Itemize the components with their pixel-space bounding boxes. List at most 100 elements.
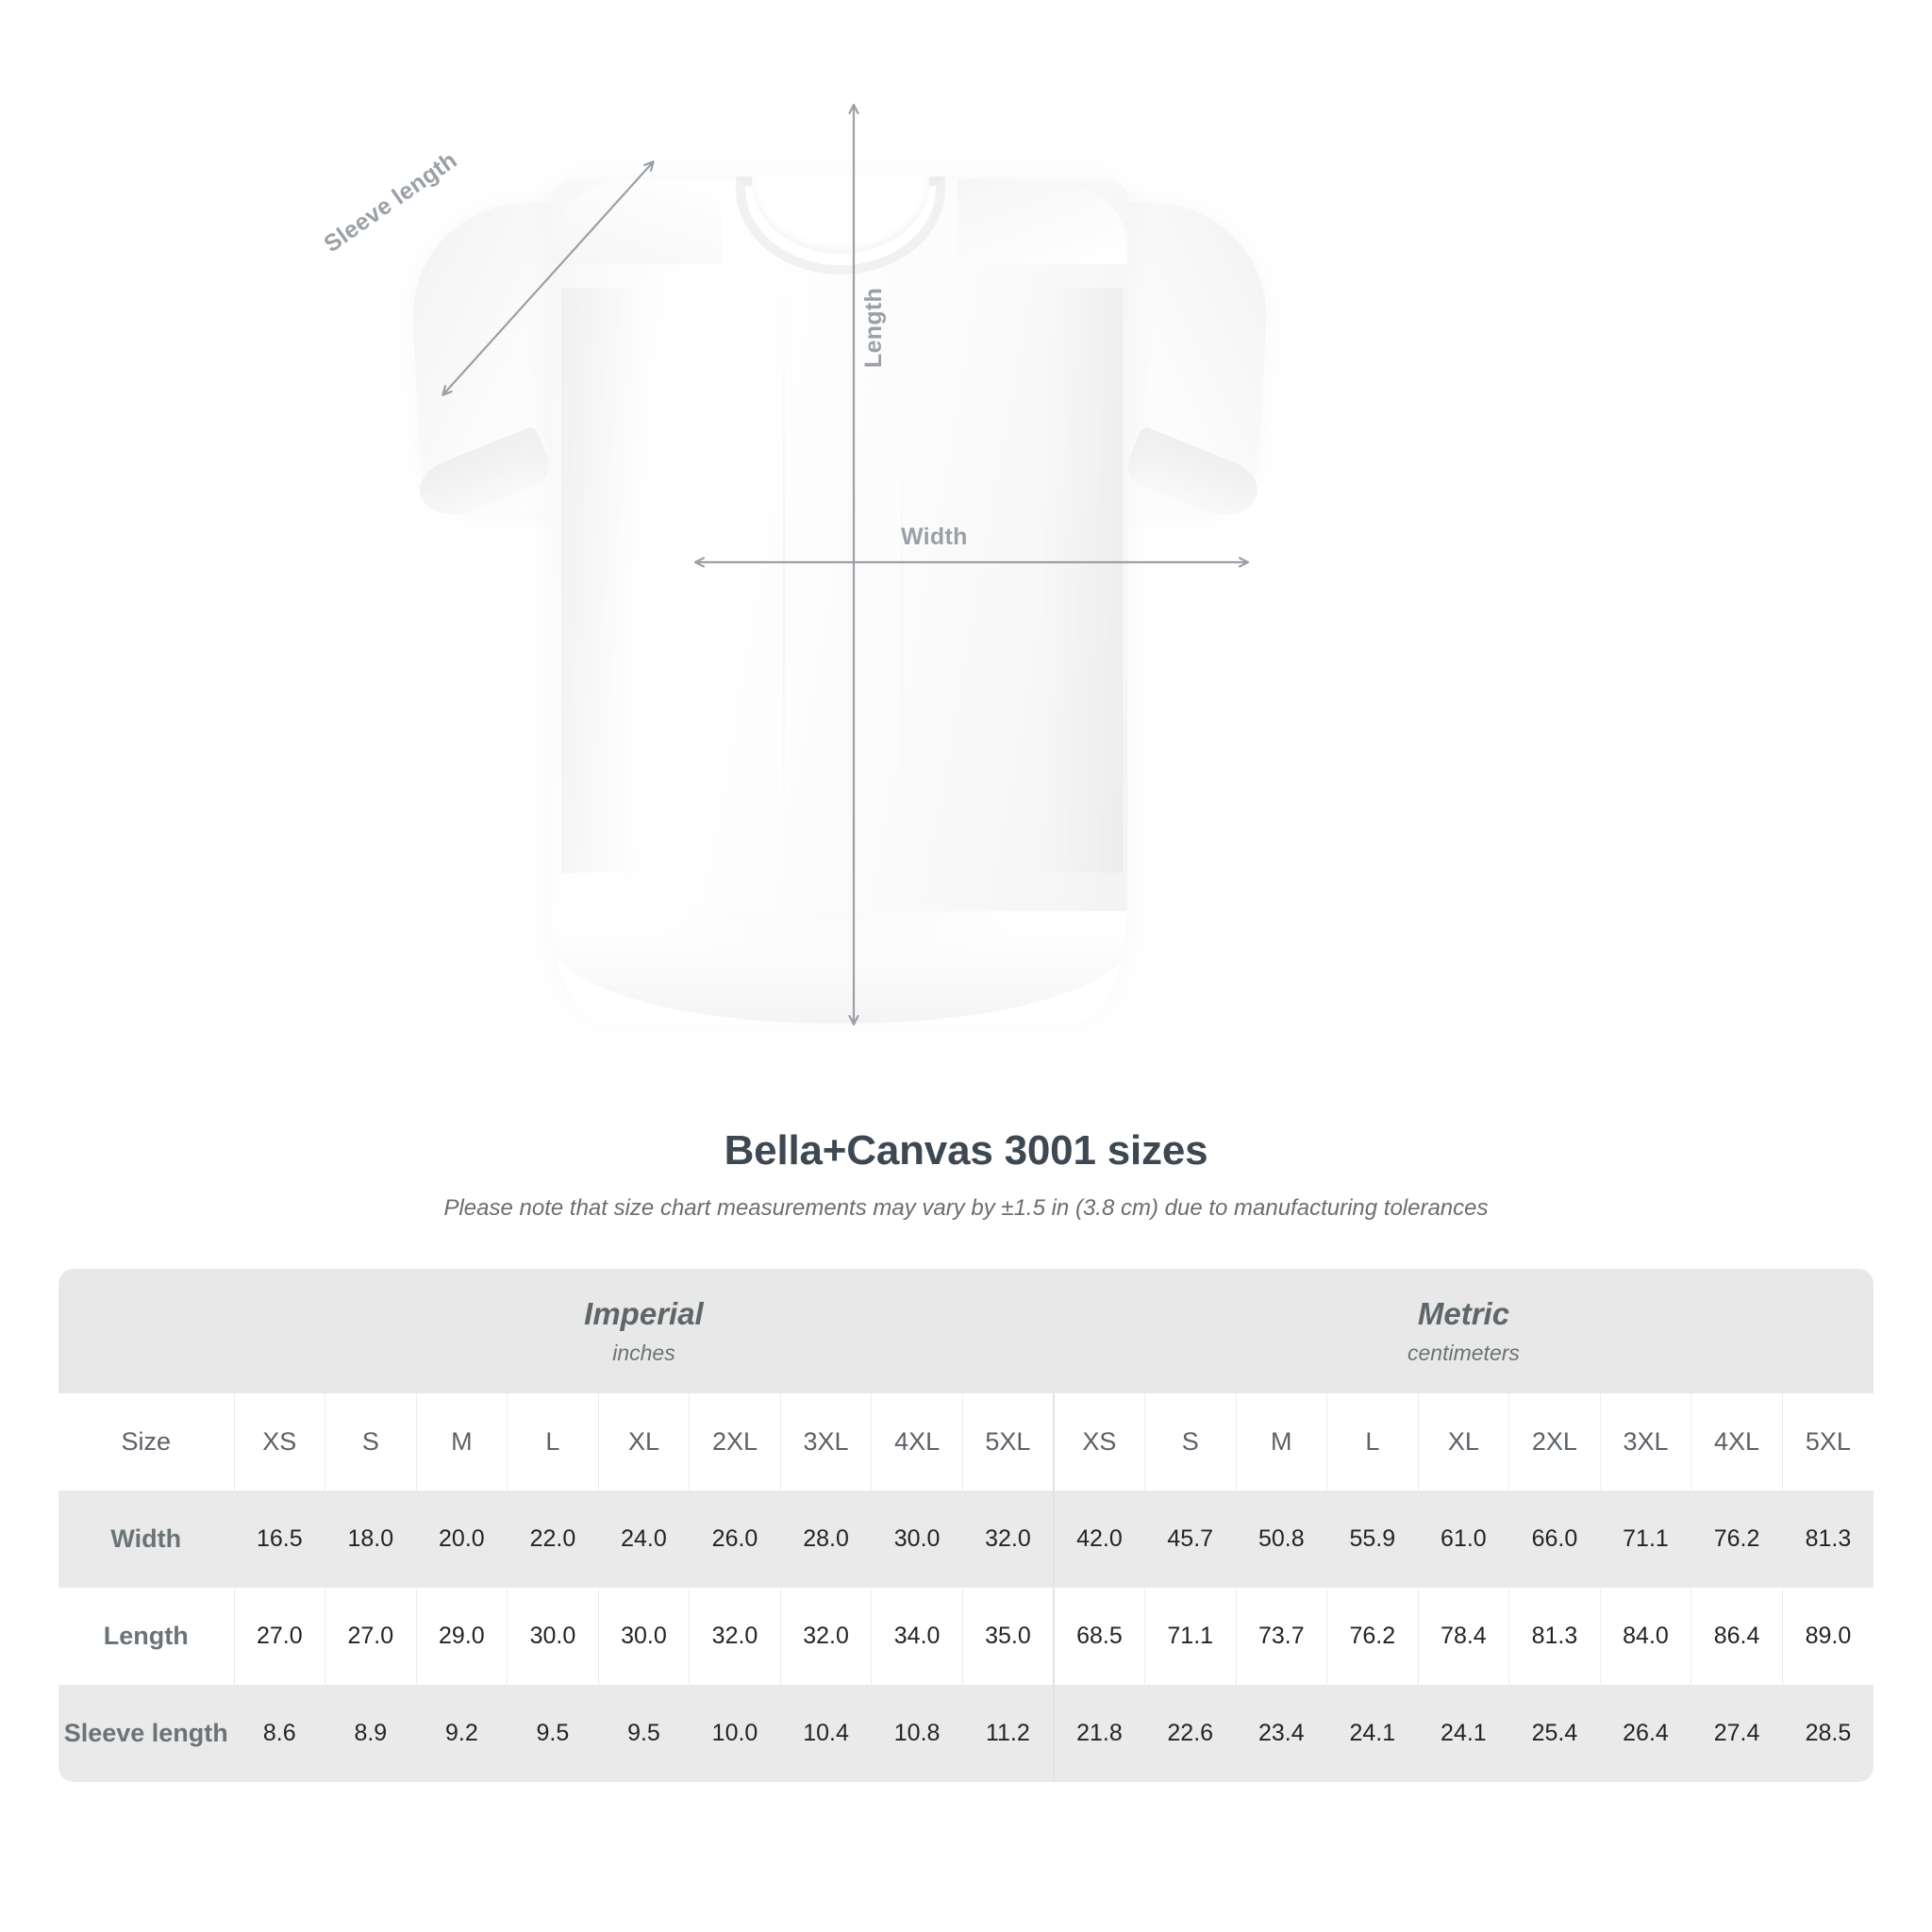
size-header-m-metric: M: [1235, 1393, 1327, 1491]
unit-group-name: Imperial: [584, 1296, 704, 1332]
cell-sleeve-length-5XL-in: 11.2: [961, 1685, 1054, 1782]
unit-group-row: Imperial inches Metric centimeters: [58, 1269, 1874, 1393]
cell-width-S-in: 18.0: [325, 1491, 417, 1588]
size-header-5xl-metric: 5XL: [1781, 1393, 1874, 1491]
unit-band-spacer: [58, 1269, 234, 1393]
cell-sleeve-length-XS-in: 8.6: [233, 1685, 325, 1782]
size-header-4xl-metric: 4XL: [1690, 1393, 1783, 1491]
size-header-2xl-imperial: 2XL: [689, 1393, 781, 1491]
cell-width-XS-in: 16.5: [233, 1491, 325, 1588]
cell-width-XS-cm: 42.0: [1052, 1491, 1145, 1588]
row-label-sleeve-length: Sleeve length: [58, 1685, 234, 1782]
cell-sleeve-length-4XL-in: 10.8: [871, 1685, 963, 1782]
table-row: Sleeve length 8.6 8.9 9.2 9.5 9.5 10.0 10.4 10.8…: [58, 1685, 1874, 1782]
size-header-4xl-imperial: 4XL: [871, 1393, 963, 1491]
cell-length-2XL-cm: 81.3: [1508, 1588, 1601, 1685]
size-header-m-imperial: M: [415, 1393, 508, 1491]
cell-width-2XL-in: 26.0: [689, 1491, 781, 1588]
cell-length-L-in: 30.0: [507, 1588, 599, 1685]
cell-width-3XL-in: 28.0: [779, 1491, 872, 1588]
cell-width-4XL-in: 30.0: [871, 1491, 963, 1588]
cell-sleeve-length-2XL-cm: 25.4: [1508, 1685, 1601, 1782]
cell-length-M-cm: 73.7: [1235, 1588, 1327, 1685]
cell-sleeve-length-XL-in: 9.5: [597, 1685, 690, 1782]
size-header-xs-imperial: XS: [233, 1393, 325, 1491]
unit-group-unit: centimeters: [1407, 1340, 1520, 1365]
size-header-3xl-metric: 3XL: [1599, 1393, 1691, 1491]
size-header-row: Size XS S M L XL 2XL 3XL 4XL 5XL XS S M L XL 2XL 3XL 4XL 5…: [58, 1393, 1874, 1491]
unit-group-imperial: Imperial inches: [234, 1269, 1054, 1393]
cell-sleeve-length-XL-cm: 24.1: [1417, 1685, 1509, 1782]
measurement-lines-svg: [0, 0, 1932, 1123]
size-column-label: Size: [58, 1393, 234, 1491]
cell-length-4XL-cm: 86.4: [1690, 1588, 1783, 1685]
unit-group-metric: Metric centimeters: [1053, 1269, 1874, 1393]
cell-width-5XL-in: 32.0: [961, 1491, 1054, 1588]
width-measure-label: Width: [901, 524, 968, 550]
size-table: Imperial inches Metric centimeters Size XS S M L…: [58, 1269, 1874, 1782]
size-header-xl-metric: XL: [1417, 1393, 1509, 1491]
size-header-s-metric: S: [1143, 1393, 1237, 1491]
table-row: Width 16.5 18.0 20.0 22.0 24.0 26.0 28.0 30.0 32.…: [58, 1491, 1874, 1588]
cell-sleeve-length-5XL-cm: 28.5: [1781, 1685, 1874, 1782]
size-header-5xl-imperial: 5XL: [961, 1393, 1054, 1491]
cell-width-L-in: 22.0: [507, 1491, 599, 1588]
cell-length-M-in: 29.0: [415, 1588, 508, 1685]
tshirt-illustration: Sleeve length Length Width: [0, 0, 1932, 1123]
size-header-l-imperial: L: [507, 1393, 599, 1491]
tshirt-fold-crease-right: [901, 373, 903, 844]
tolerance-note: Please note that size chart measurements…: [443, 1195, 1489, 1221]
cell-width-XL-in: 24.0: [597, 1491, 690, 1588]
tshirt-fold-crease-left: [783, 278, 785, 882]
cell-sleeve-length-XS-cm: 21.8: [1052, 1685, 1145, 1782]
cell-sleeve-length-2XL-in: 10.0: [689, 1685, 781, 1782]
size-header-xs-metric: XS: [1052, 1393, 1145, 1491]
cell-sleeve-length-3XL-in: 10.4: [779, 1685, 872, 1782]
cell-width-M-cm: 50.8: [1235, 1491, 1327, 1588]
tshirt-graphic: [407, 90, 1524, 1042]
cell-length-5XL-in: 35.0: [961, 1588, 1054, 1685]
cell-width-M-in: 20.0: [415, 1491, 508, 1588]
cell-width-S-cm: 45.7: [1143, 1491, 1237, 1588]
cell-length-4XL-in: 34.0: [871, 1588, 963, 1685]
cell-length-XL-in: 30.0: [597, 1588, 690, 1685]
cell-length-S-cm: 71.1: [1143, 1588, 1237, 1685]
measurement-overlay: Sleeve length Length Width: [0, 0, 1932, 1123]
size-header-2xl-metric: 2XL: [1508, 1393, 1601, 1491]
size-table-container: Imperial inches Metric centimeters Size XS S M L…: [58, 1269, 1874, 1782]
unit-group-name: Metric: [1417, 1296, 1510, 1332]
cell-length-XS-cm: 68.5: [1052, 1588, 1145, 1685]
cell-sleeve-length-4XL-cm: 27.4: [1690, 1685, 1783, 1782]
cell-width-5XL-cm: 81.3: [1781, 1491, 1874, 1588]
cell-length-XS-in: 27.0: [233, 1588, 325, 1685]
cell-length-5XL-cm: 89.0: [1781, 1588, 1874, 1685]
cell-length-L-cm: 76.2: [1326, 1588, 1419, 1685]
row-label-length: Length: [58, 1588, 234, 1685]
cell-width-L-cm: 55.9: [1326, 1491, 1419, 1588]
cell-width-4XL-cm: 76.2: [1690, 1491, 1783, 1588]
unit-group-unit: inches: [612, 1340, 675, 1365]
cell-width-3XL-cm: 71.1: [1599, 1491, 1691, 1588]
cell-width-XL-cm: 61.0: [1417, 1491, 1509, 1588]
cell-sleeve-length-3XL-cm: 26.4: [1599, 1685, 1691, 1782]
chart-heading: Bella+Canvas 3001 sizes Please note that…: [0, 1127, 1932, 1222]
table-row: Length 27.0 27.0 29.0 30.0 30.0 32.0 32.0 34.0 35…: [58, 1588, 1874, 1685]
cell-length-2XL-in: 32.0: [689, 1588, 781, 1685]
cell-sleeve-length-L-cm: 24.1: [1326, 1685, 1419, 1782]
cell-sleeve-length-M-cm: 23.4: [1235, 1685, 1327, 1782]
cell-sleeve-length-L-in: 9.5: [507, 1685, 599, 1782]
row-label-width: Width: [58, 1491, 234, 1588]
cell-length-3XL-cm: 84.0: [1599, 1588, 1691, 1685]
cell-length-3XL-in: 32.0: [779, 1588, 872, 1685]
cell-length-S-in: 27.0: [325, 1588, 417, 1685]
page-title: Bella+Canvas 3001 sizes: [724, 1127, 1208, 1174]
tshirt-right-shading: [1038, 288, 1123, 873]
cell-width-2XL-cm: 66.0: [1508, 1491, 1601, 1588]
cell-sleeve-length-M-in: 9.2: [415, 1685, 508, 1782]
size-header-xl-imperial: XL: [597, 1393, 690, 1491]
size-header-s-imperial: S: [325, 1393, 417, 1491]
cell-length-XL-cm: 78.4: [1417, 1588, 1509, 1685]
size-header-l-metric: L: [1326, 1393, 1419, 1491]
cell-sleeve-length-S-in: 8.9: [325, 1685, 417, 1782]
